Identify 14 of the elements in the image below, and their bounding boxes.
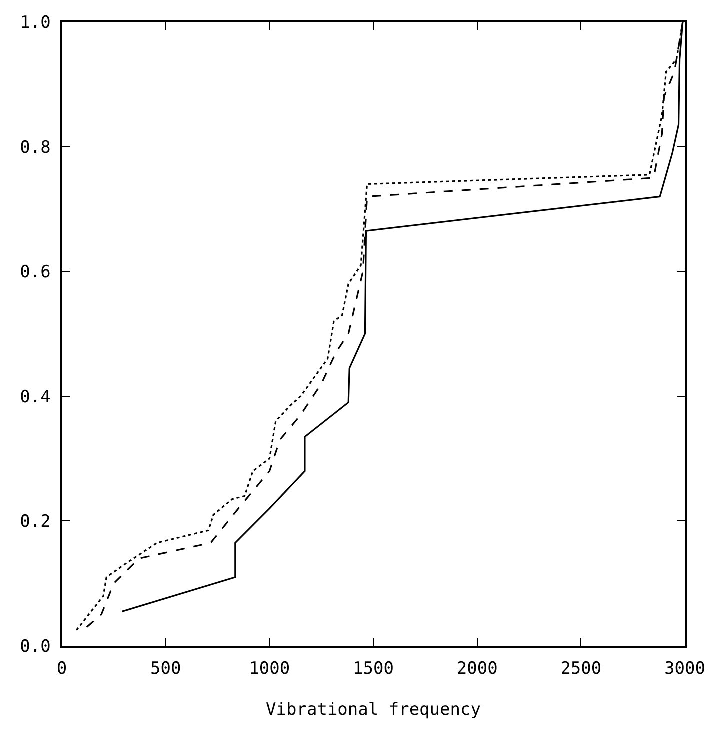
y-tick-label: 1.0	[20, 12, 51, 33]
x-tick-label: 2500	[560, 659, 602, 680]
y-tick-label: 0.6	[20, 262, 51, 283]
x-tick-label: 3000	[664, 659, 706, 680]
y-tick-label: 0.2	[20, 512, 51, 532]
y-tick-label: 0.0	[20, 636, 51, 657]
x-tick-label: 2000	[456, 659, 498, 680]
x-tick-label: 1500	[353, 659, 394, 680]
x-tick-label: 0	[56, 659, 68, 680]
y-tick-label: 0.4	[20, 387, 51, 408]
x-tick-label: 1000	[249, 659, 290, 680]
x-tick-label: 500	[150, 659, 182, 680]
y-tick-label: 0.8	[20, 138, 51, 158]
x-axis-title: Vibrational frequency	[266, 700, 481, 720]
